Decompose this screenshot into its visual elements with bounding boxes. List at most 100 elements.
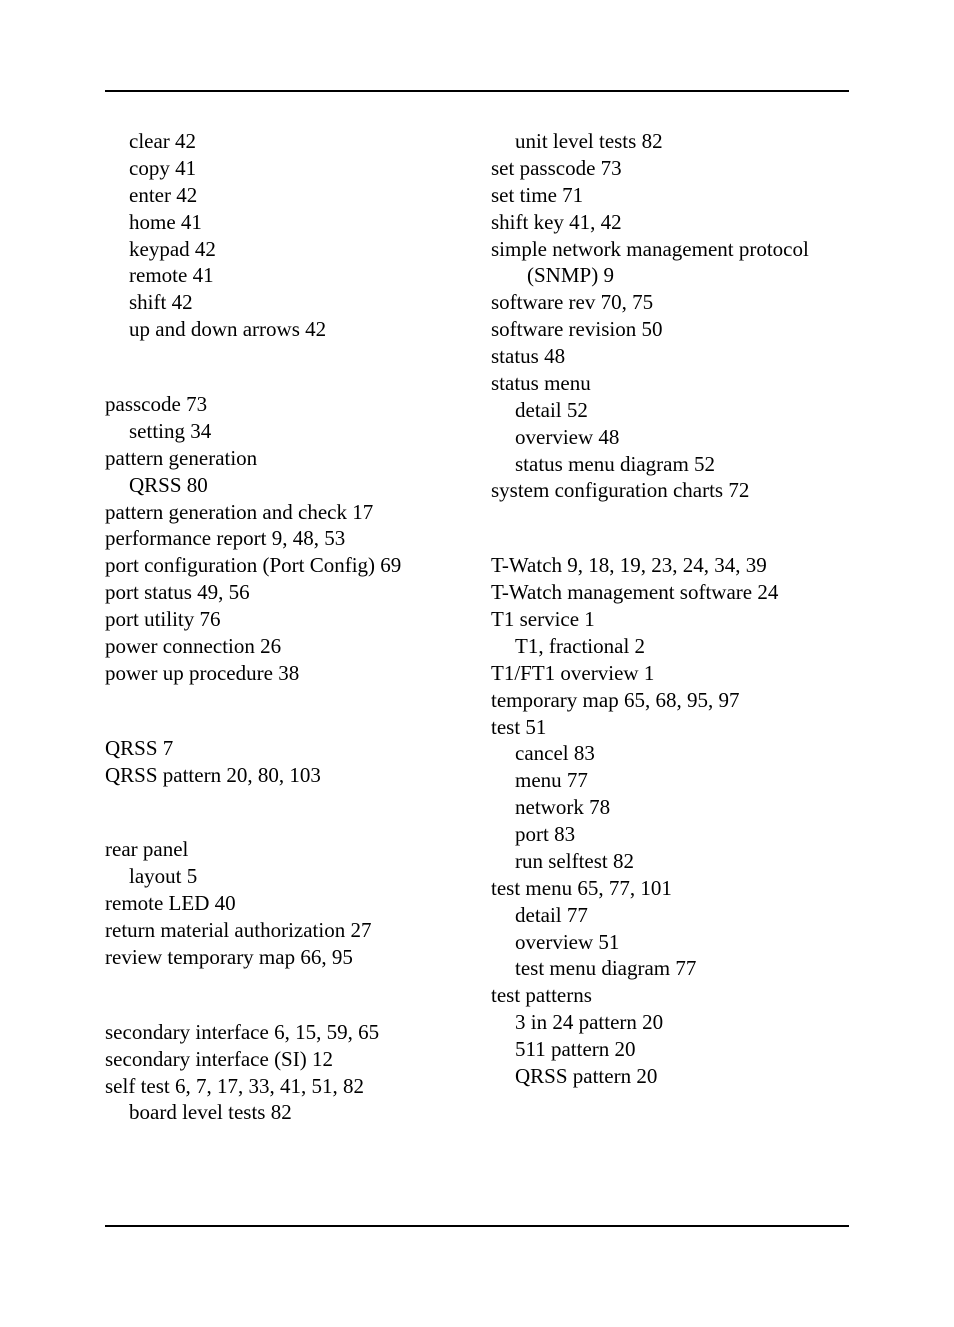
index-pages: 24 — [757, 580, 778, 604]
index-term: detail — [515, 398, 562, 422]
index-pages: 42 — [172, 290, 193, 314]
index-pages: 83 — [554, 822, 575, 846]
index-entry: run selftest 82 — [491, 848, 849, 875]
index-pages: 71 — [562, 183, 583, 207]
index-pages: 1 — [584, 607, 595, 631]
index-term: rear panel — [105, 837, 188, 861]
index-pages: 27 — [350, 918, 371, 942]
index-pages: 73 — [186, 392, 207, 416]
index-entry: QRSS pattern 20 — [491, 1063, 849, 1090]
index-entry: overview 51 — [491, 929, 849, 956]
index-entry: secondary interface 6, 15, 59, 65 — [105, 1019, 463, 1046]
index-pages: 9, 48, 53 — [272, 526, 346, 550]
index-pages: 42 — [195, 237, 216, 261]
index-entry: detail 77 — [491, 902, 849, 929]
index-pages: 20, 80, 103 — [226, 763, 321, 787]
index-entry: T-Watch 9, 18, 19, 23, 24, 34, 39 — [491, 552, 849, 579]
index-pages: 17 — [352, 500, 373, 524]
index-term: temporary map — [491, 688, 619, 712]
index-entry: pattern generation — [105, 445, 463, 472]
index-entry: remote 41 — [105, 262, 463, 289]
index-pages: 52 — [694, 452, 715, 476]
index-term: port status — [105, 580, 192, 604]
index-entry: setting 34 — [105, 418, 463, 445]
bottom-rule — [105, 1225, 849, 1227]
index-term: QRSS pattern — [105, 763, 221, 787]
index-pages: 49, 56 — [197, 580, 250, 604]
index-pages: 48 — [544, 344, 565, 368]
index-entry: power connection 26 — [105, 633, 463, 660]
index-term: pattern generation — [105, 446, 257, 470]
index-columns: clear 42copy 41enter 42home 41keypad 42r… — [105, 128, 849, 1126]
section-gap — [105, 687, 463, 735]
index-pages: 51 — [525, 715, 546, 739]
index-entry: clear 42 — [105, 128, 463, 155]
index-pages: 42 — [305, 317, 326, 341]
index-entry: status 48 — [491, 343, 849, 370]
index-entry: 511 pattern 20 — [491, 1036, 849, 1063]
index-entry: system configuration charts 72 — [491, 477, 849, 504]
index-pages: 77 — [567, 903, 588, 927]
index-term: 511 pattern — [515, 1037, 609, 1061]
index-pages: 20 — [642, 1010, 663, 1034]
index-term: overview — [515, 930, 593, 954]
index-term: port — [515, 822, 549, 846]
index-term: keypad — [129, 237, 190, 261]
index-page: clear 42copy 41enter 42home 41keypad 42r… — [0, 0, 954, 1327]
index-entry: port utility 76 — [105, 606, 463, 633]
index-pages: 82 — [271, 1100, 292, 1124]
index-term: T1, fractional — [515, 634, 629, 658]
index-term: status menu — [491, 371, 591, 395]
index-pages: 41 — [181, 210, 202, 234]
index-term: secondary interface — [105, 1020, 269, 1044]
index-pages: 41, 42 — [569, 210, 622, 234]
index-pages: 41 — [175, 156, 196, 180]
index-entry: QRSS 7 — [105, 735, 463, 762]
index-entry: review temporary map 66, 95 — [105, 944, 463, 971]
index-pages: 51 — [598, 930, 619, 954]
index-entry: T-Watch management software 24 — [491, 579, 849, 606]
index-term: clear — [129, 129, 170, 153]
index-term: up and down arrows — [129, 317, 300, 341]
index-term: self test — [105, 1074, 170, 1098]
index-entry: pattern generation and check 17 — [105, 499, 463, 526]
index-pages: 50 — [641, 317, 662, 341]
index-pages: 65, 68, 95, 97 — [624, 688, 740, 712]
index-entry: layout 5 — [105, 863, 463, 890]
index-pages: 77 — [675, 956, 696, 980]
index-pages: 70, 75 — [601, 290, 654, 314]
index-entry: port configuration (Port Config) 69 — [105, 552, 463, 579]
index-entry: board level tests 82 — [105, 1099, 463, 1126]
index-term: test menu diagram — [515, 956, 670, 980]
index-entry: home 41 — [105, 209, 463, 236]
index-pages: 2 — [635, 634, 646, 658]
index-entry: software revision 50 — [491, 316, 849, 343]
index-term: copy — [129, 156, 170, 180]
index-pages: 72 — [728, 478, 749, 502]
index-term: menu — [515, 768, 562, 792]
index-term: QRSS pattern — [515, 1064, 631, 1088]
index-entry: QRSS 80 — [105, 472, 463, 499]
index-term: T1 service — [491, 607, 579, 631]
index-entry: port 83 — [491, 821, 849, 848]
index-term: home — [129, 210, 176, 234]
index-entry: T1/FT1 overview 1 — [491, 660, 849, 687]
index-pages: 6, 15, 59, 65 — [274, 1020, 379, 1044]
index-term: set time — [491, 183, 557, 207]
index-pages: 42 — [175, 129, 196, 153]
index-term: port utility — [105, 607, 194, 631]
index-term: enter — [129, 183, 171, 207]
index-pages: 38 — [278, 661, 299, 685]
section-gap — [105, 343, 463, 391]
index-term: status — [491, 344, 539, 368]
index-pages: 34 — [190, 419, 211, 443]
index-pages: 77 — [567, 768, 588, 792]
index-entry: overview 48 — [491, 424, 849, 451]
index-term: overview — [515, 425, 593, 449]
index-term: shift — [129, 290, 166, 314]
index-term: test — [491, 715, 520, 739]
index-term: T-Watch — [491, 553, 562, 577]
index-term: power connection — [105, 634, 255, 658]
index-pages: 69 — [380, 553, 401, 577]
index-entry: T1, fractional 2 — [491, 633, 849, 660]
